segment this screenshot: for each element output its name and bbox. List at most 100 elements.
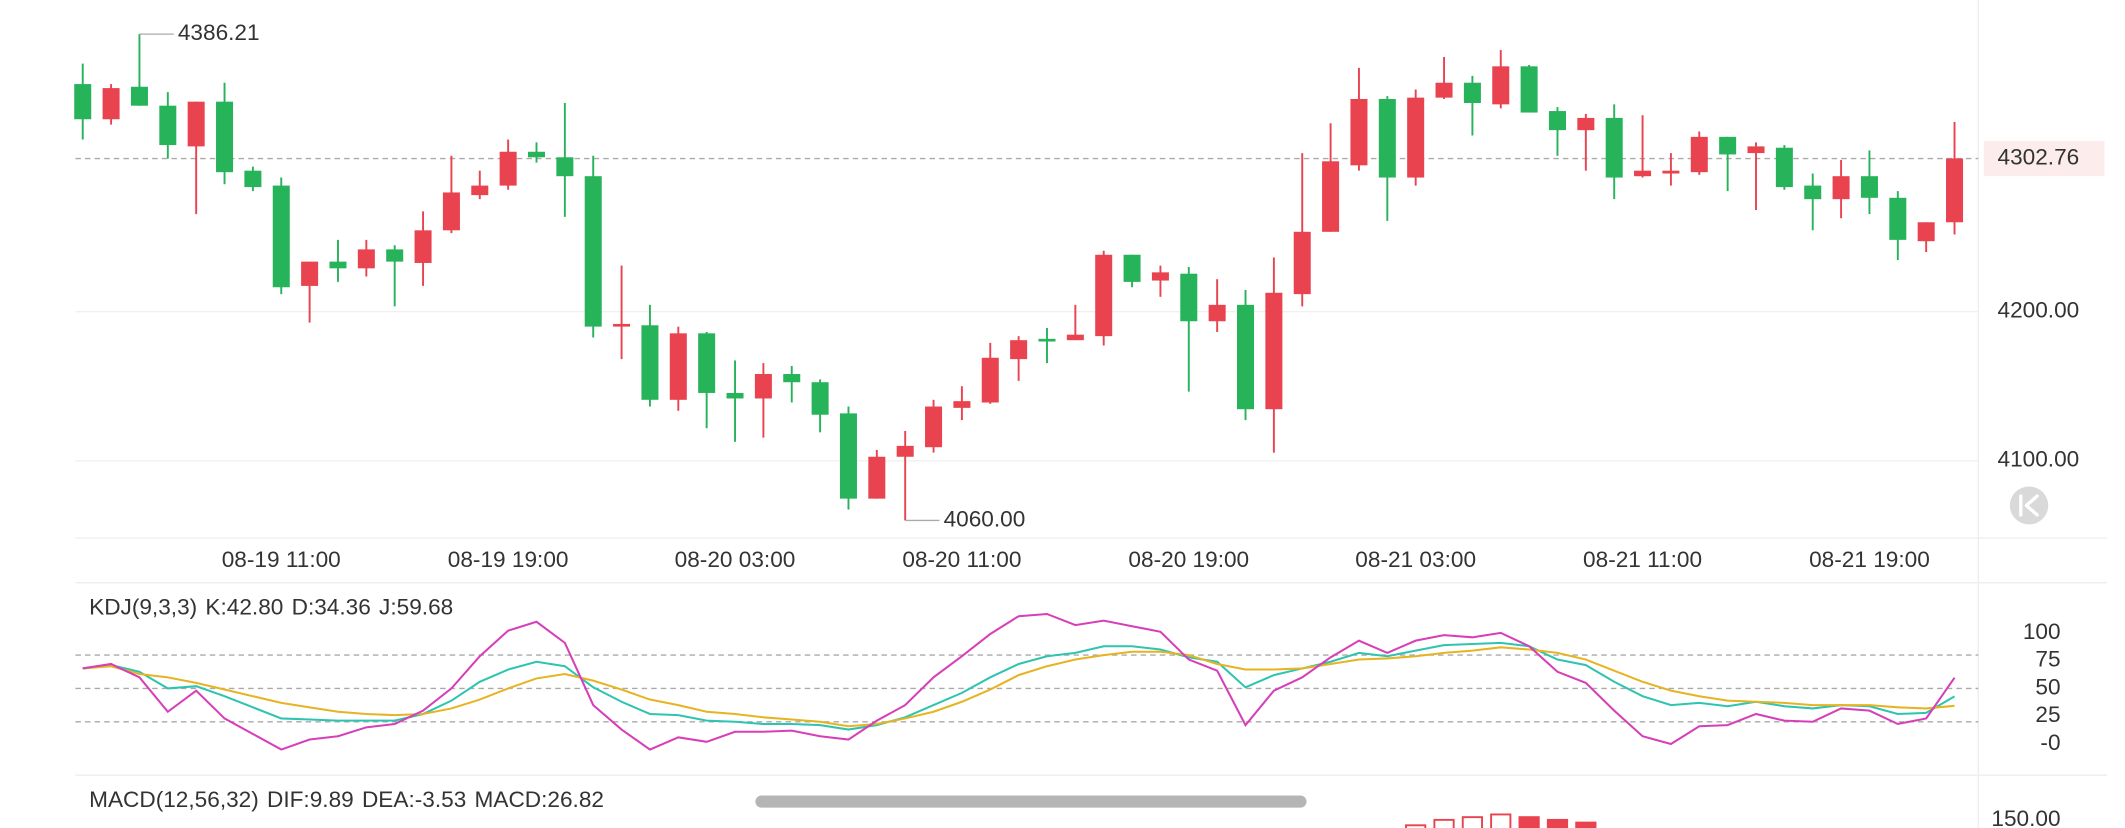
candle-body [811, 382, 829, 415]
candle-body [613, 323, 631, 327]
histogram-bar [1461, 816, 1484, 828]
candle-body [1010, 340, 1028, 360]
candle-body [1435, 82, 1453, 98]
candle-body [1775, 147, 1793, 188]
candle-body [1180, 273, 1198, 322]
legend-entry: DEA:-3.53 [362, 787, 466, 812]
candle-body [74, 84, 92, 120]
candle-body [1690, 136, 1708, 173]
candle-body [754, 374, 772, 399]
y-tick-label: 150.00 [1991, 806, 2060, 828]
histogram-bar [1546, 818, 1569, 828]
x-tick-label: 08-20 19:00 [1128, 547, 1249, 572]
candle-body [1662, 170, 1680, 174]
indicator-title: KDJ(9,3,3) [89, 594, 197, 619]
candle-body [244, 170, 262, 188]
indicator-title: MACD(12,56,32) [89, 787, 259, 812]
candle-body [1095, 254, 1113, 337]
candle-body [499, 151, 517, 186]
candle-body [1577, 117, 1595, 131]
x-tick-label: 08-19 11:00 [222, 547, 341, 572]
candle-body [1066, 334, 1084, 341]
y-tick-label: 4200.00 [1997, 298, 2079, 323]
candle-body [1407, 97, 1425, 178]
candle-body [698, 333, 716, 393]
candle-body [584, 176, 602, 327]
y-tick-label: 75 [2035, 647, 2060, 672]
x-tick-label: 08-21 03:00 [1355, 547, 1476, 572]
legend-entry: DIF:9.89 [267, 787, 354, 812]
y-tick-label: -0 [2040, 730, 2060, 755]
x-tick-label: 08-21 11:00 [1583, 547, 1702, 572]
last-price-label: 4302.76 [1997, 145, 2079, 170]
candle-body [1208, 304, 1226, 322]
extreme-label: 4060.00 [944, 506, 1026, 531]
candle-body [981, 357, 999, 403]
candle-body [896, 445, 914, 457]
candle-body [641, 325, 659, 400]
histogram-bar [1433, 818, 1455, 828]
candle-body [272, 185, 290, 288]
indicator-line [82, 646, 1955, 728]
candle-body [386, 249, 404, 262]
candle-body [1038, 338, 1056, 342]
x-tick-label: 08-20 03:00 [675, 547, 796, 572]
legend-entry: D:34.36 [292, 594, 371, 619]
legend-entry: J:59.68 [379, 594, 453, 619]
candle-body [925, 406, 943, 448]
candle-body [414, 230, 432, 263]
candle-body [216, 101, 234, 173]
candle-body [1889, 197, 1907, 240]
extreme-label: 4386.21 [178, 20, 260, 45]
candle-body [1917, 222, 1935, 242]
reset-button-circle[interactable] [2009, 486, 2049, 525]
y-tick-label: 4100.00 [1997, 447, 2079, 472]
candle-body [839, 413, 857, 499]
candle-body [1719, 136, 1737, 155]
reset-button[interactable] [2009, 486, 2049, 525]
candle-body [527, 151, 546, 158]
candle-body [783, 374, 801, 383]
candle-body [868, 456, 886, 499]
histogram-bar [1490, 813, 1512, 828]
candle-body [1463, 82, 1481, 104]
candle-body [1634, 170, 1652, 177]
indicator-line [82, 641, 1956, 731]
candle-body [471, 185, 489, 196]
scrollbar[interactable] [755, 795, 1307, 808]
candle-body [556, 157, 574, 177]
candle-body [1492, 66, 1510, 105]
candle-body [159, 105, 177, 146]
legend-entry: K:42.80 [205, 594, 283, 619]
candle-body [1378, 98, 1396, 178]
candle-body [187, 101, 205, 147]
y-tick-label: 25 [2035, 702, 2060, 727]
candle-body [301, 261, 319, 286]
candle-body [1350, 98, 1368, 166]
candle-body [1237, 304, 1255, 410]
candle-body [1804, 185, 1822, 200]
candle-body [442, 192, 460, 231]
indicator-line [82, 612, 1956, 751]
y-tick-label: 100 [2023, 619, 2061, 644]
candle-body [953, 401, 971, 408]
candle-body [1548, 111, 1566, 131]
candle-body [1747, 146, 1765, 154]
x-tick-label: 08-20 11:00 [902, 547, 1021, 572]
last-price-box [1983, 140, 2105, 177]
reset-icon[interactable] [2019, 494, 2039, 517]
y-tick-label: 50 [2035, 674, 2060, 699]
legend-entry: MACD:26.82 [475, 787, 604, 812]
candle-body [1265, 292, 1283, 410]
candle-body [726, 392, 744, 399]
candle-body [1322, 161, 1340, 232]
candle-body [1151, 272, 1169, 281]
candle-body [130, 86, 148, 106]
histogram-bar [1518, 816, 1540, 828]
x-tick-label: 08-21 19:00 [1809, 547, 1930, 572]
candle-body [1293, 231, 1311, 295]
candle-body [357, 249, 375, 269]
